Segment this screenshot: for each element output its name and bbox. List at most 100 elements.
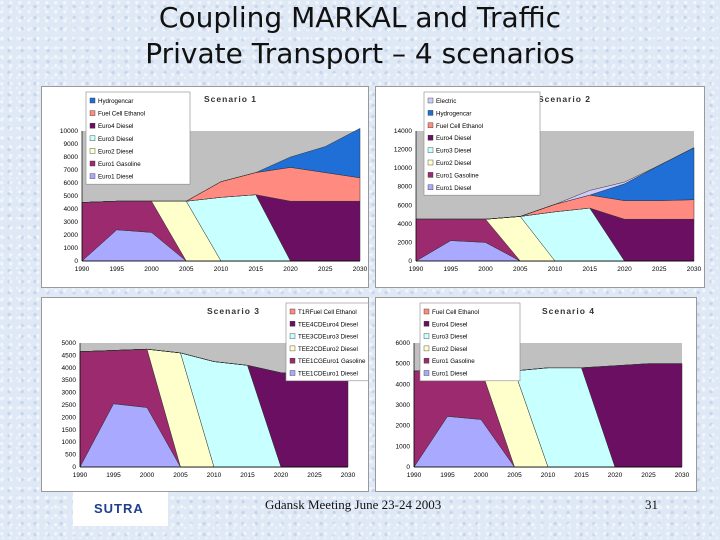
legend-label: T1RFuel Cell Ethanol [298,309,357,316]
area-series-electric [416,147,695,220]
legend-label: Hydrogencar [98,98,133,105]
x-tick-label: 1990 [407,472,422,479]
legend-swatch [289,321,296,327]
x-tick-label: 2005 [513,266,528,273]
x-tick-label: 2030 [687,266,702,273]
chart-scenario-1-svg: 0 1000 2000 3000 4000 5000 6000 7000 8000 9000 100… [60,91,368,273]
legend-swatch [289,345,296,352]
y-tick-label: 10000 [394,165,412,172]
x-tick-label: 2000 [140,472,155,479]
x-tick-label: 2015 [583,266,598,273]
legend-label: Euro2 Diesel [98,148,133,155]
x-tick-label: 2020 [274,472,289,479]
x-tick-label: 2025 [652,266,667,273]
legend-label: Fuel Cell Ethanol [436,123,483,130]
legend-swatch [89,123,96,129]
x-tick-label: 2030 [353,266,368,273]
x-tick-label: 2025 [307,472,322,479]
chart-scenario-2: 0 2000 4000 6000 8000 10000 12000 14000 1990 1995… [375,86,705,288]
legend-swatch [89,173,96,179]
y-tick-label: 4000 [62,365,77,372]
area-series-hydrogencar [81,127,361,203]
y-tick-label: 6000 [64,180,79,187]
x-tick-label: 1995 [444,266,459,273]
y-tick-label: 6000 [398,202,413,209]
legend-swatch [289,358,296,364]
legend-label: Euro3 Diesel [98,136,133,143]
legend-label: TEE1CDEuro1 Diesel [298,371,358,378]
legend-swatch [89,160,96,167]
legend-label: Fuel Cell Ethanol [98,111,145,118]
x-tick-label: 2010 [541,472,556,479]
logo-text: SUTRA [94,501,144,516]
legend [419,302,521,382]
y-tick-label: 2000 [396,423,411,430]
legend-label: Euro1 Diesel [98,174,133,181]
y-tick-label: 5000 [62,340,77,347]
legend-swatch [427,97,434,104]
y-tick-label: 1000 [396,443,411,450]
y-tick-label: 2000 [62,414,77,421]
legend [423,91,541,196]
chart-scenario-2-svg: 0 2000 4000 6000 8000 10000 12000 14000 1990 1995… [394,91,702,273]
legend-swatch [289,308,296,315]
legend-label: Euro3 Diesel [436,148,471,155]
x-tick-label: 2025 [318,266,333,273]
y-tick-label: 4500 [62,352,77,359]
legend-label: TEE3CDEuro3 Diesel [298,334,358,341]
x-tick-label: 2030 [675,472,690,479]
legend-swatch [427,122,434,128]
legend-swatch [423,358,430,364]
y-tick-label: 500 [65,452,76,459]
legend-label: Euro1 Gasoline [432,358,475,365]
x-tick-label: 2010 [207,472,222,479]
y-tick-label: 5000 [396,361,411,368]
x-tick-label: 2020 [608,472,623,479]
legend-label: Hydrogencar [436,110,471,117]
legend-label: Fuel Cell Ethanol [432,309,479,316]
legend-swatch [423,345,430,352]
legend [85,91,191,185]
slide-title: Coupling MARKAL and Traffic Private Tran… [0,0,720,72]
legend-swatch [427,147,434,153]
legend-swatch [427,184,434,191]
legend-swatch [89,135,96,141]
legend-label: TEE4CDEuro4 Diesel [298,321,358,328]
y-tick-label: 0 [406,464,410,471]
y-tick-label: 4000 [398,221,413,228]
x-tick-label: 1995 [440,472,455,479]
x-tick-label: 2015 [249,266,264,273]
y-tick-label: 3000 [396,402,411,409]
legend-swatch [427,110,434,116]
legend-swatch [89,97,96,104]
y-tick-label: 4000 [396,381,411,388]
legend-label: Euro1 Diesel [436,185,471,192]
slide-title-line2: Private Transport – 4 scenarios [145,37,575,70]
x-tick-label: 1990 [73,472,88,479]
legend-swatch [289,333,296,339]
legend-label: Euro1 Gasoline [98,161,141,168]
legend-label: Euro1 Diesel [432,371,467,378]
legend-label: Euro1 Gasoline [436,172,479,179]
legend-label: TEE2CDEuro2 Diesel [298,346,358,353]
legend-swatch [89,148,96,154]
slide-title-line1: Coupling MARKAL and Traffic [158,1,562,34]
y-tick-label: 5000 [64,193,79,200]
legend-label: Euro2 Diesel [436,160,471,167]
x-tick-label: 1990 [409,266,424,273]
legend-label: Euro3 Diesel [432,334,467,341]
sutra-logo: SUTRA [73,492,168,526]
footer-text: Gdansk Meeting June 23-24 2003 [265,497,442,512]
legend-swatch [423,370,430,376]
y-tick-label: 3000 [64,219,79,226]
y-tick-label: 2000 [64,232,79,239]
chart-title: Scenario 1 [204,94,257,104]
x-tick-label: 2015 [574,472,589,479]
chart-scenario-1: 0 1000 2000 3000 4000 5000 6000 7000 8000 9000 100… [41,86,369,288]
chart-scenario-3: 0 500 1000 1500 2000 2500 3000 3500 4000 4500 5000… [41,297,369,492]
y-tick-label: 12000 [394,147,412,154]
chart-scenario-3-svg: 0 500 1000 1500 2000 2500 3000 3500 4000 4500 5000… [62,302,368,479]
chart-scenario-4-svg: 0 1000 2000 3000 4000 5000 6000 1990 1995 2000 200… [396,302,690,479]
x-tick-label: 2005 [507,472,522,479]
legend-swatch [427,159,434,166]
